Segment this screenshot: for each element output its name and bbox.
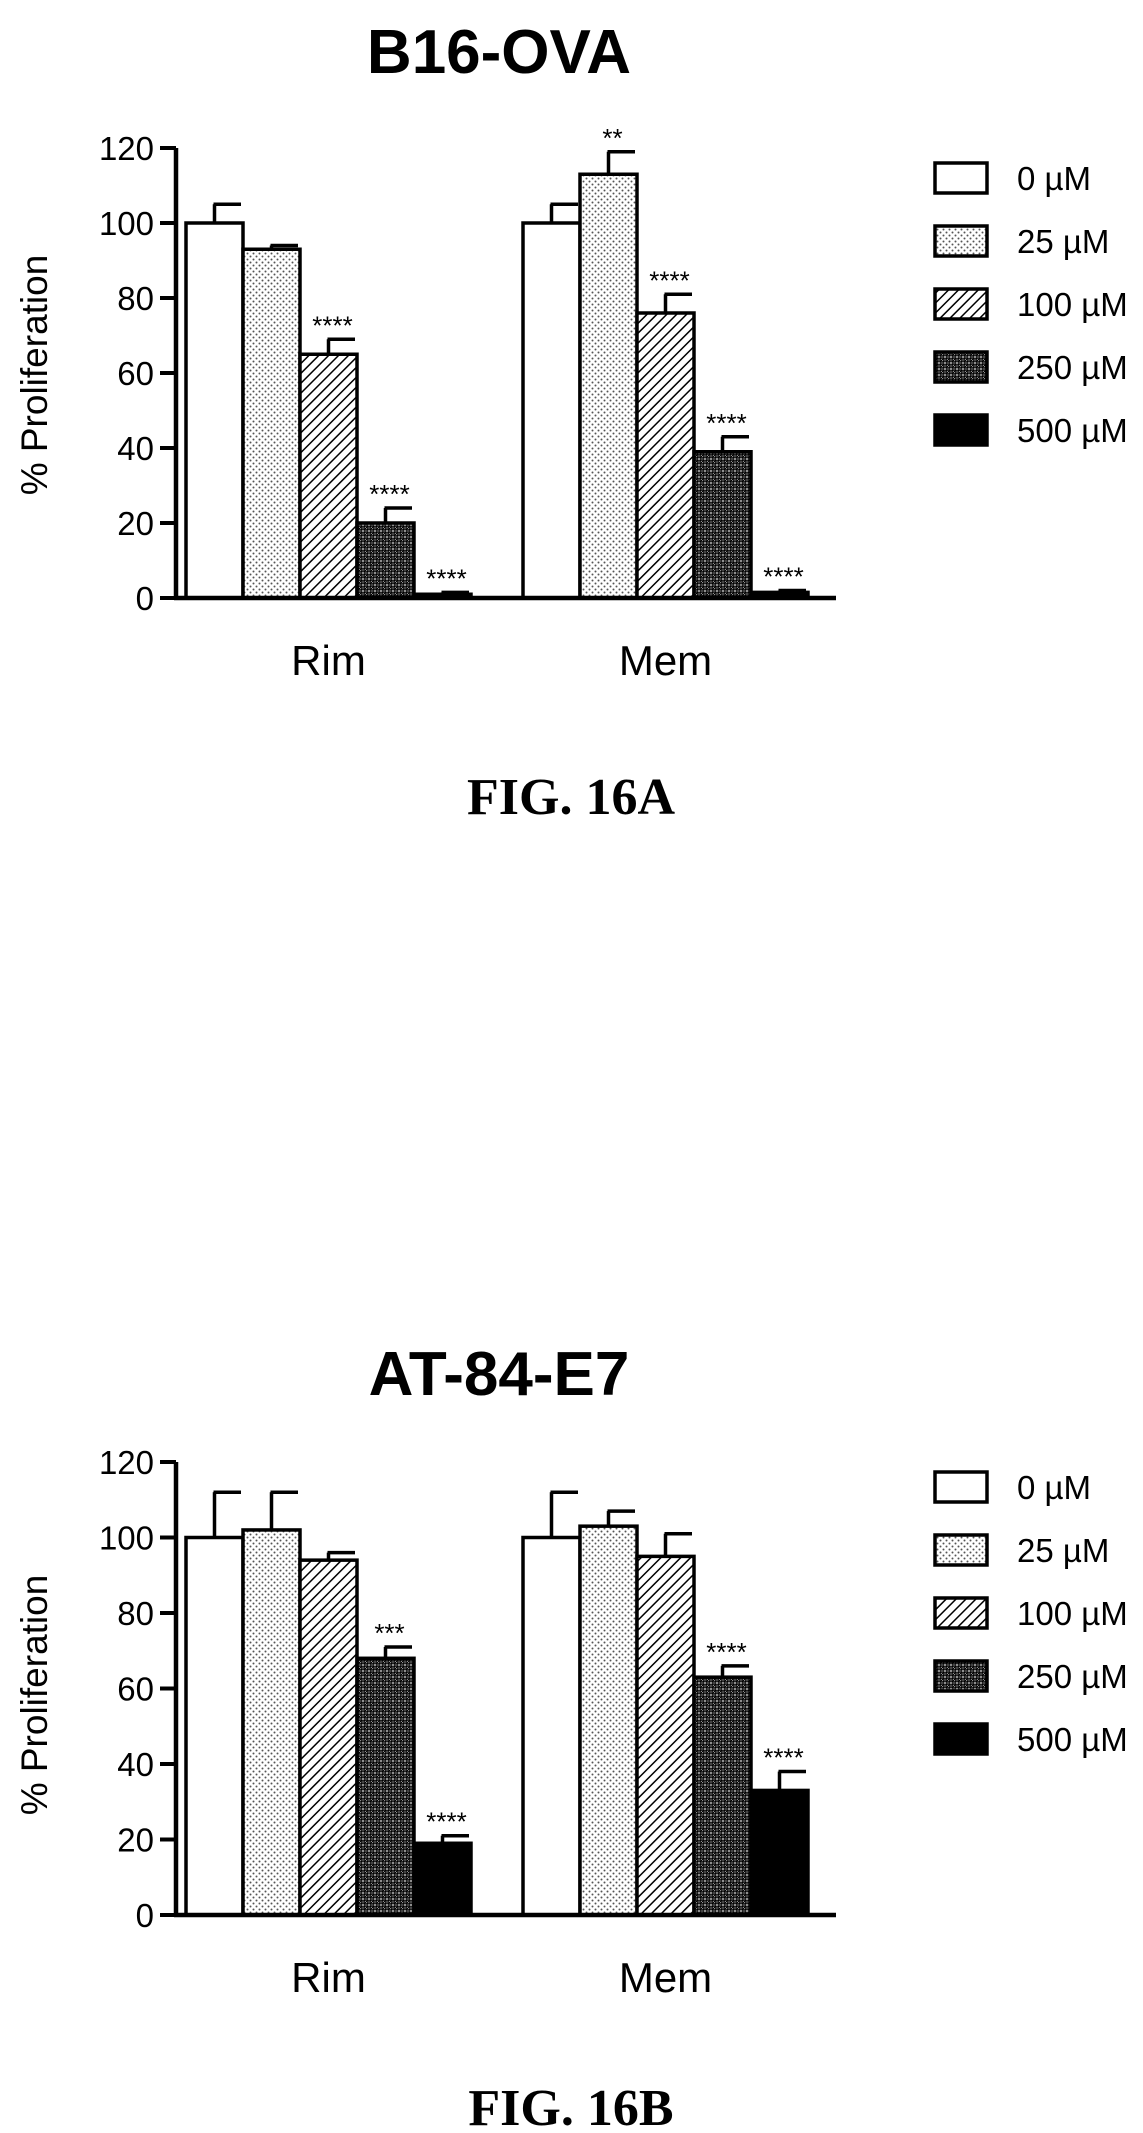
bar	[241, 247, 302, 600]
y-tick-label: 40	[117, 1746, 154, 1783]
y-tick-label: 60	[117, 355, 154, 392]
chart-at-84-e7: AT-84-E7 % Proliferation FIG. 16B 0 20 40 6…	[14, 1340, 1128, 2133]
legend-label: 250 µM	[1017, 349, 1128, 386]
legend-swatch	[933, 1722, 989, 1756]
bar	[355, 521, 416, 600]
bar	[241, 1528, 302, 1917]
legend-swatch	[933, 350, 989, 384]
y-tick-label: 0	[136, 580, 154, 617]
y-tick-label: 20	[117, 505, 154, 542]
significance-label: ****	[312, 310, 352, 340]
y-axis-ticks: 0 20 40 60 80 100 120	[99, 130, 176, 617]
legend-swatch	[933, 1470, 989, 1504]
y-tick-label: 0	[136, 1897, 154, 1934]
legend-swatch	[933, 287, 989, 321]
legend: 0 µM 25 µM 100 µM 250 µM 500 µM	[933, 1469, 1128, 1758]
bar	[692, 1675, 753, 1917]
significance-label: ***	[374, 1618, 404, 1648]
legend-label: 0 µM	[1017, 1469, 1091, 1506]
legend-label: 100 µM	[1017, 1595, 1128, 1632]
legend-label: 100 µM	[1017, 286, 1128, 323]
category-label: Rim	[291, 637, 366, 684]
category-labels: Rim Mem	[291, 637, 712, 684]
y-tick-label: 80	[117, 1595, 154, 1632]
legend-label: 25 µM	[1017, 1532, 1109, 1569]
bar	[692, 450, 753, 600]
significance-label: ****	[706, 1637, 746, 1667]
category-labels: Rim Mem	[291, 1954, 712, 2001]
bar	[298, 1558, 359, 1917]
bars: ***************	[184, 1490, 810, 1917]
chart-title: B16-OVA	[367, 18, 631, 87]
chart-title: AT-84-E7	[369, 1340, 630, 1409]
bar	[355, 1656, 416, 1917]
legend-label: 25 µM	[1017, 223, 1109, 260]
bar	[521, 1535, 582, 1917]
bars: **************************	[184, 123, 810, 600]
bar	[635, 1554, 696, 1917]
bar	[635, 311, 696, 600]
significance-label: ****	[369, 479, 409, 509]
y-axis-label: % Proliferation	[14, 255, 55, 496]
axes	[173, 1462, 836, 1918]
legend-swatch	[933, 413, 989, 447]
bar	[578, 1524, 639, 1917]
bar	[412, 1841, 473, 1917]
bar	[298, 352, 359, 600]
legend-swatch	[933, 224, 989, 258]
y-tick-label: 100	[99, 205, 154, 242]
figure-caption: FIG. 16A	[467, 769, 675, 826]
y-tick-label: 120	[99, 130, 154, 167]
legend: 0 µM 25 µM 100 µM 250 µM 500 µM	[933, 160, 1128, 449]
y-axis-ticks: 0 20 40 60 80 100 120	[99, 1444, 176, 1934]
y-tick-label: 60	[117, 1671, 154, 1708]
significance-label: ****	[763, 1743, 803, 1773]
legend-label: 500 µM	[1017, 412, 1128, 449]
category-label: Mem	[619, 1954, 712, 2001]
significance-label: ****	[426, 1807, 466, 1837]
legend-swatch	[933, 161, 989, 195]
bar	[578, 172, 639, 600]
y-tick-label: 40	[117, 430, 154, 467]
legend-swatch	[933, 1659, 989, 1693]
y-axis-label: % Proliferation	[14, 1575, 55, 1816]
y-tick-label: 20	[117, 1822, 154, 1859]
significance-label: ****	[763, 562, 803, 592]
legend-label: 0 µM	[1017, 160, 1091, 197]
legend-swatch	[933, 1596, 989, 1630]
y-tick-label: 120	[99, 1444, 154, 1481]
legend-label: 500 µM	[1017, 1721, 1128, 1758]
significance-label: ****	[426, 563, 466, 593]
bar	[749, 1788, 810, 1917]
y-tick-label: 80	[117, 280, 154, 317]
bar	[521, 221, 582, 600]
y-tick-label: 100	[99, 1520, 154, 1557]
significance-label: ****	[706, 408, 746, 438]
chart-b16-ova: B16-OVA % Proliferation FIG. 16A 0 20 40 60…	[14, 18, 1128, 826]
category-label: Rim	[291, 1954, 366, 2001]
legend-label: 250 µM	[1017, 1658, 1128, 1695]
significance-label: ****	[649, 265, 689, 295]
category-label: Mem	[619, 637, 712, 684]
significance-label: **	[602, 123, 622, 153]
axes	[173, 148, 836, 601]
bar	[184, 221, 245, 600]
legend-swatch	[933, 1533, 989, 1567]
figure-caption: FIG. 16B	[468, 2080, 673, 2133]
bar	[184, 1535, 245, 1917]
